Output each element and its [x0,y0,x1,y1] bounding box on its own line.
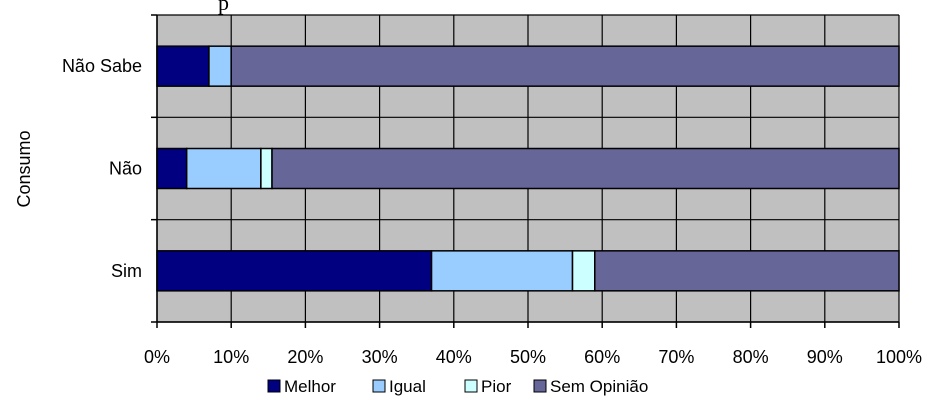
bar-segment-sem-opiniao-sim [594,250,900,292]
bars [156,45,900,292]
bar-segment-igual-nao [185,147,262,190]
bar-segment-sem-opiniao-nao [271,147,900,190]
bar-segment-melhor-sim [156,250,433,292]
x-tick-label: 80% [733,347,769,367]
bar-segment-melhor-nao-sabe [156,45,210,87]
y-axis-title: Consumo [14,130,34,207]
legend-swatch [464,379,478,393]
x-tick-label: 0% [144,347,170,367]
bar-segment-igual-nao-sabe [208,45,232,87]
x-tick-label: 90% [807,347,843,367]
x-tick-label: 70% [658,347,694,367]
bar-segment-igual-sim [430,250,574,292]
y-tick-label: Não [109,159,142,179]
chart-title-fragment: p [218,0,229,15]
bar-segment-pior-sim [571,250,596,292]
bar-segment-sem-opiniao-nao-sabe [230,45,900,87]
axes [151,14,900,328]
x-tick-label: 20% [287,347,323,367]
legend-swatch [372,379,386,393]
y-tick-label: Não Sabe [62,56,142,76]
bar-segment-pior-nao [260,147,273,190]
legend-swatch [533,379,547,393]
y-tick-label: Sim [111,261,142,281]
x-tick-label: 10% [213,347,249,367]
x-tick-label: 60% [584,347,620,367]
x-tick-labels: 0% 10% 20% 30% 40% 50% 60% 70% 80% 90% 100% [144,347,922,367]
legend-label: Pior [481,377,512,396]
bar-segment-melhor-nao [156,147,188,190]
x-tick-label: 40% [436,347,472,367]
x-tick-label: 30% [362,347,398,367]
legend-label: Igual [389,377,426,396]
x-tick-label: 100% [876,347,922,367]
legend: Melhor Igual Pior Sem Opinião [267,377,648,396]
legend-label: Melhor [284,377,336,396]
legend-swatch [267,379,281,393]
y-tick-labels: Sim Não Não Sabe [62,56,142,281]
x-tick-label: 50% [510,347,546,367]
legend-label: Sem Opinião [550,377,648,396]
